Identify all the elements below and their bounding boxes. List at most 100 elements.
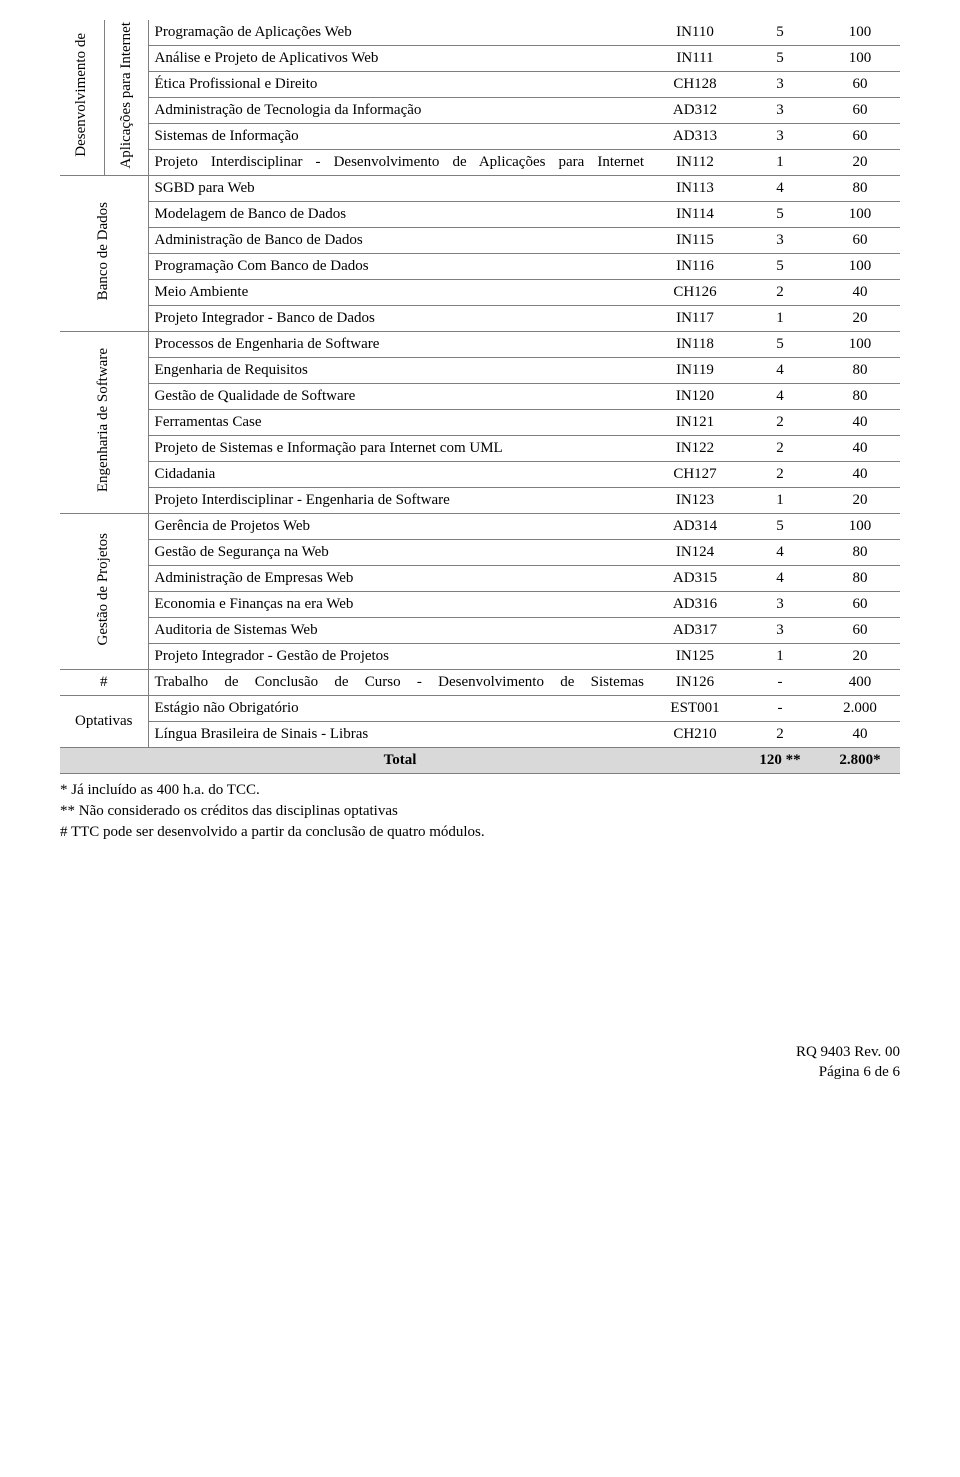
course-name: Análise e Projeto de Aplicativos Web [148,46,650,72]
table-row: Gestão de Segurança na WebIN124480 [60,540,900,566]
course-credits: 5 [740,514,820,540]
group-label: Banco de Dados [60,176,148,332]
table-row: Sistemas de InformaçãoAD313360 [60,124,900,150]
table-row: Projeto Interdisciplinar - Desenvolvimen… [60,150,900,176]
course-code: CH127 [650,462,740,488]
course-credits: 3 [740,228,820,254]
course-credits: 5 [740,202,820,228]
course-hours: 100 [820,514,900,540]
course-code: AD314 [650,514,740,540]
page-footer: RQ 9403 Rev. 00 Página 6 de 6 [60,1043,900,1082]
course-credits: 2 [740,722,820,748]
table-row: Projeto Integrador - Banco de DadosIN117… [60,306,900,332]
course-credits: 4 [740,540,820,566]
course-code: AD316 [650,592,740,618]
note-line: * Já incluído as 400 h.a. do TCC. [60,780,900,801]
table-row: Administração de Empresas WebAD315480 [60,566,900,592]
note-line: ** Não considerado os créditos das disci… [60,801,900,822]
course-credits: 4 [740,566,820,592]
table-row: Gestão de ProjetosGerência de Projetos W… [60,514,900,540]
course-hours: 40 [820,722,900,748]
course-credits: 1 [740,150,820,176]
course-code: IN120 [650,384,740,410]
curriculum-table: Desenvolvimento deAplicações para Intern… [60,20,900,774]
note-line: # TTC pode ser desenvolvido a partir da … [60,822,900,843]
table-row: Administração de Banco de DadosIN115360 [60,228,900,254]
course-name: Estágio não Obrigatório [148,696,650,722]
course-name: Projeto Interdisciplinar - Engenharia de… [148,488,650,514]
course-hours: 80 [820,358,900,384]
table-row: Modelagem de Banco de DadosIN1145100 [60,202,900,228]
table-row: OptativasEstágio não ObrigatórioEST001-2… [60,696,900,722]
course-code: CH128 [650,72,740,98]
course-name: Processos de Engenharia de Software [148,332,650,358]
footer-page: Página 6 de 6 [60,1063,900,1083]
table-row: Banco de DadosSGBD para WebIN113480 [60,176,900,202]
course-hours: 60 [820,98,900,124]
table-row: Engenharia de RequisitosIN119480 [60,358,900,384]
table-row: Projeto de Sistemas e Informação para In… [60,436,900,462]
course-code: IN126 [650,670,740,696]
course-credits: 1 [740,644,820,670]
course-credits: 3 [740,124,820,150]
course-credits: 2 [740,280,820,306]
course-hours: 100 [820,332,900,358]
table-row: Gestão de Qualidade de SoftwareIN120480 [60,384,900,410]
course-hours: 20 [820,150,900,176]
course-name: SGBD para Web [148,176,650,202]
course-credits: 5 [740,254,820,280]
course-hours: 20 [820,306,900,332]
course-name: Auditoria de Sistemas Web [148,618,650,644]
course-hours: 40 [820,410,900,436]
course-code: IN114 [650,202,740,228]
course-code: CH126 [650,280,740,306]
course-credits: 3 [740,72,820,98]
course-hours: 80 [820,384,900,410]
course-credits: 2 [740,436,820,462]
table-row: Administração de Tecnologia da Informaçã… [60,98,900,124]
course-code: IN124 [650,540,740,566]
course-hours: 60 [820,618,900,644]
group-label: Engenharia de Software [60,332,148,514]
course-credits: 4 [740,384,820,410]
footer-rev: RQ 9403 Rev. 00 [60,1043,900,1063]
course-code: AD313 [650,124,740,150]
table-row: Programação Com Banco de DadosIN1165100 [60,254,900,280]
table-row: Auditoria de Sistemas WebAD317360 [60,618,900,644]
course-name: Ferramentas Case [148,410,650,436]
group-label: Aplicações para Internet [104,20,148,176]
course-code: IN119 [650,358,740,384]
course-code: AD317 [650,618,740,644]
course-code: IN112 [650,150,740,176]
course-name: Gerência de Projetos Web [148,514,650,540]
course-credits: 5 [740,46,820,72]
course-credits: 3 [740,618,820,644]
course-code: CH210 [650,722,740,748]
course-hours: 80 [820,540,900,566]
course-code: IN115 [650,228,740,254]
course-hours: 80 [820,566,900,592]
course-hours: 400 [820,670,900,696]
total-row: Total120 **2.800* [60,748,900,774]
course-credits: 1 [740,306,820,332]
table-row: Ferramentas CaseIN121240 [60,410,900,436]
table-row: Ética Profissional e DireitoCH128360 [60,72,900,98]
course-code: IN118 [650,332,740,358]
course-credits: 2 [740,410,820,436]
course-code: IN116 [650,254,740,280]
course-hours: 100 [820,254,900,280]
course-name: Gestão de Qualidade de Software [148,384,650,410]
course-credits: - [740,696,820,722]
course-hours: 60 [820,592,900,618]
course-credits: 4 [740,176,820,202]
course-credits: 4 [740,358,820,384]
course-name: Engenharia de Requisitos [148,358,650,384]
course-hours: 20 [820,644,900,670]
course-hours: 80 [820,176,900,202]
course-code: IN121 [650,410,740,436]
course-code: AD315 [650,566,740,592]
total-credits: 120 ** [740,748,820,774]
course-code: IN113 [650,176,740,202]
table-row: Engenharia de SoftwareProcessos de Engen… [60,332,900,358]
course-hours: 60 [820,124,900,150]
